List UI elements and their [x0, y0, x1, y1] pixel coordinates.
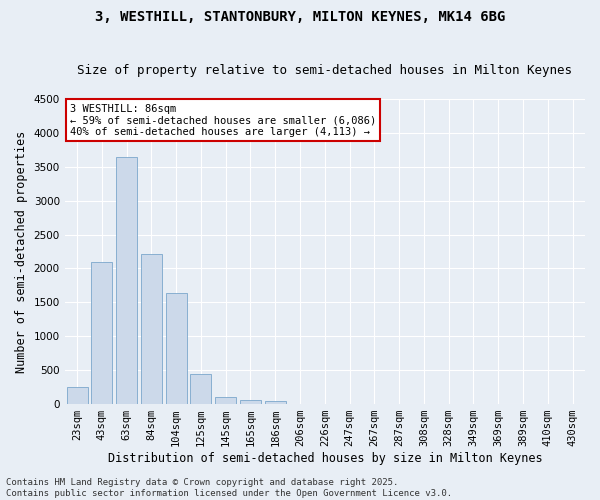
- Bar: [190, 374, 211, 404]
- Text: 3 WESTHILL: 86sqm
← 59% of semi-detached houses are smaller (6,086)
40% of semi-: 3 WESTHILL: 86sqm ← 59% of semi-detached…: [70, 104, 376, 137]
- Text: 3, WESTHILL, STANTONBURY, MILTON KEYNES, MK14 6BG: 3, WESTHILL, STANTONBURY, MILTON KEYNES,…: [95, 10, 505, 24]
- Bar: [91, 262, 112, 404]
- Bar: [265, 402, 286, 404]
- Bar: [240, 400, 261, 404]
- Title: Size of property relative to semi-detached houses in Milton Keynes: Size of property relative to semi-detach…: [77, 64, 572, 77]
- Bar: [215, 397, 236, 404]
- Bar: [166, 293, 187, 404]
- X-axis label: Distribution of semi-detached houses by size in Milton Keynes: Distribution of semi-detached houses by …: [107, 452, 542, 465]
- Bar: [141, 254, 162, 404]
- Text: Contains HM Land Registry data © Crown copyright and database right 2025.
Contai: Contains HM Land Registry data © Crown c…: [6, 478, 452, 498]
- Bar: [116, 156, 137, 404]
- Bar: [67, 387, 88, 404]
- Y-axis label: Number of semi-detached properties: Number of semi-detached properties: [15, 130, 28, 372]
